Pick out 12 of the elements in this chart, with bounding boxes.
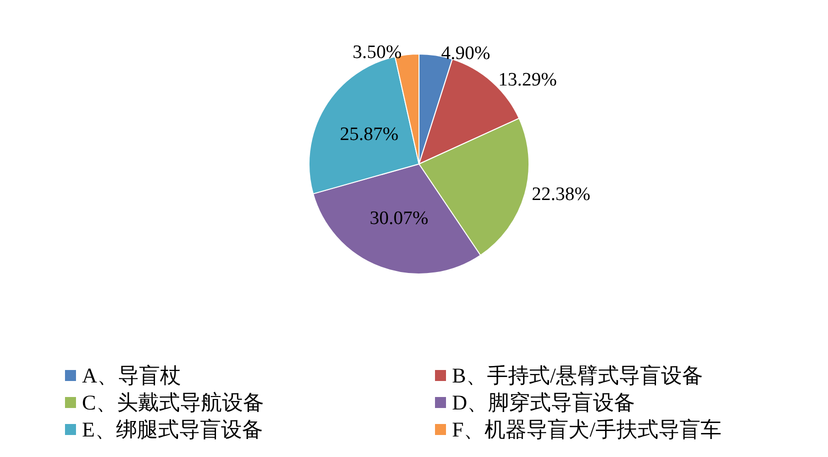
data-label: 25.87% — [340, 124, 399, 145]
legend-label: C、头戴式导航设备 — [82, 390, 264, 414]
legend-label: A、导盲杖 — [82, 364, 182, 388]
legend-label: F、机器导盲犬/手扶式导盲车 — [452, 418, 722, 442]
data-label: 3.50% — [352, 42, 402, 64]
data-label: 30.07% — [370, 208, 428, 229]
legend-label: B、手持式/悬臂式导盲设备 — [452, 364, 703, 388]
data-label: 13.29% — [498, 70, 558, 91]
data-label: 4.90% — [441, 42, 490, 64]
legend-label: E、绑腿式导盲设备 — [82, 418, 263, 442]
legend-label: D、脚穿式导盲设备 — [452, 390, 636, 414]
data-label: 22.38% — [532, 184, 591, 205]
